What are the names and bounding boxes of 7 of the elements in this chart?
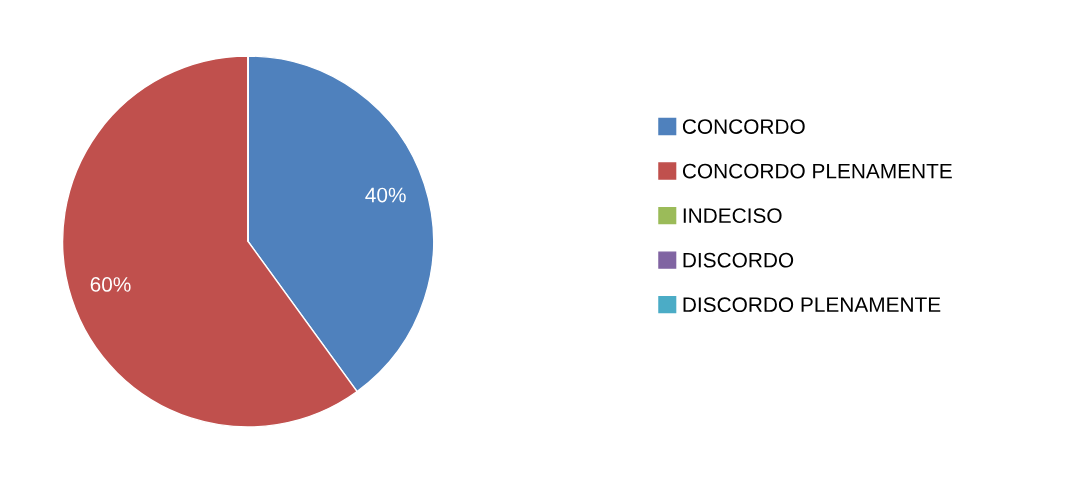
legend-label: DISCORDO PLENAMENTE (683, 297, 941, 313)
legend-label: INDECISO (683, 208, 782, 223)
data-label: 60% (90, 277, 131, 292)
legend-label: CONCORDO PLENAMENTE (682, 163, 952, 179)
legend-label: DISCORDO (683, 252, 794, 268)
data-label: 40% (365, 187, 406, 203)
legend-label: CONCORDO (682, 119, 805, 134)
